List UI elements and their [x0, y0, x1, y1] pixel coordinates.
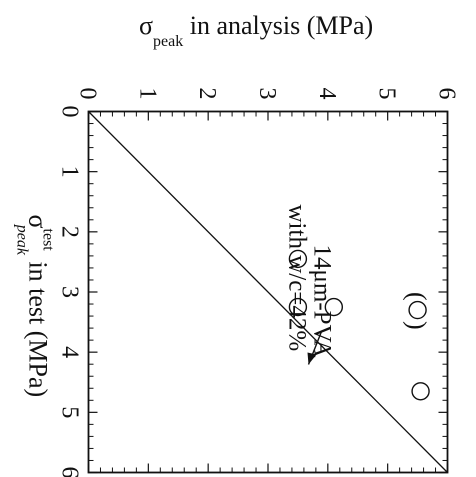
x-axis-label: σtest peak in test (MPa): [14, 215, 57, 398]
data-point: [411, 382, 430, 401]
special-point-left-paren: (: [403, 292, 432, 301]
data-point: [288, 249, 308, 269]
data-point: [324, 297, 344, 317]
x-tick-group: 0 1 2 3 4 5 6: [57, 106, 448, 477]
y-tick-label: 3: [254, 88, 280, 100]
x-tick-label: 3: [57, 286, 83, 298]
y-tick-label: 2: [194, 88, 220, 100]
x-tick-label: 2: [57, 226, 83, 238]
reference-line-1to1: [88, 111, 448, 473]
data-point: [408, 300, 427, 320]
annotation-arrowhead: [307, 352, 317, 365]
y-tick-label: 4: [314, 88, 340, 100]
annotation-line-2: with w/c=42%: [284, 205, 311, 352]
y-label-sub: peak: [153, 33, 183, 50]
special-point-right-paren: ): [403, 321, 432, 330]
y-tick-label: 5: [374, 88, 400, 100]
x-tick-label: 1: [57, 166, 83, 178]
x-label-sigma: σ: [24, 215, 53, 229]
x-tick-label: 4: [57, 346, 83, 358]
y-label-rest: in analysis (MPa): [183, 11, 373, 40]
y-label-sigma: σ: [139, 11, 153, 40]
rotated-plot-group: 0 1 2 3 4 5 6 0 1 2 3 4 5 6 () σtest peak in test (MP…: [14, 88, 460, 477]
x-tick-label: 5: [57, 406, 83, 418]
x-label-rest: in test (MPa): [24, 255, 53, 397]
data-point: [288, 297, 308, 317]
y-axis-label: σpeak in analysis (MPa): [139, 11, 373, 50]
y-tick-label: 0: [75, 88, 101, 100]
x-label-sup: test: [40, 229, 57, 252]
y-tick-label: 1: [134, 88, 160, 100]
data-points: (): [288, 249, 432, 401]
x-tick-label: 0: [57, 106, 83, 118]
annotation-line-1: 14μm-PVA: [309, 245, 336, 358]
x-tick-label: 6: [57, 467, 83, 477]
y-tick-group: 0 1 2 3 4 5 6: [75, 88, 460, 473]
y-tick-label: 6: [434, 88, 460, 100]
x-label-sub: peak: [14, 224, 31, 256]
